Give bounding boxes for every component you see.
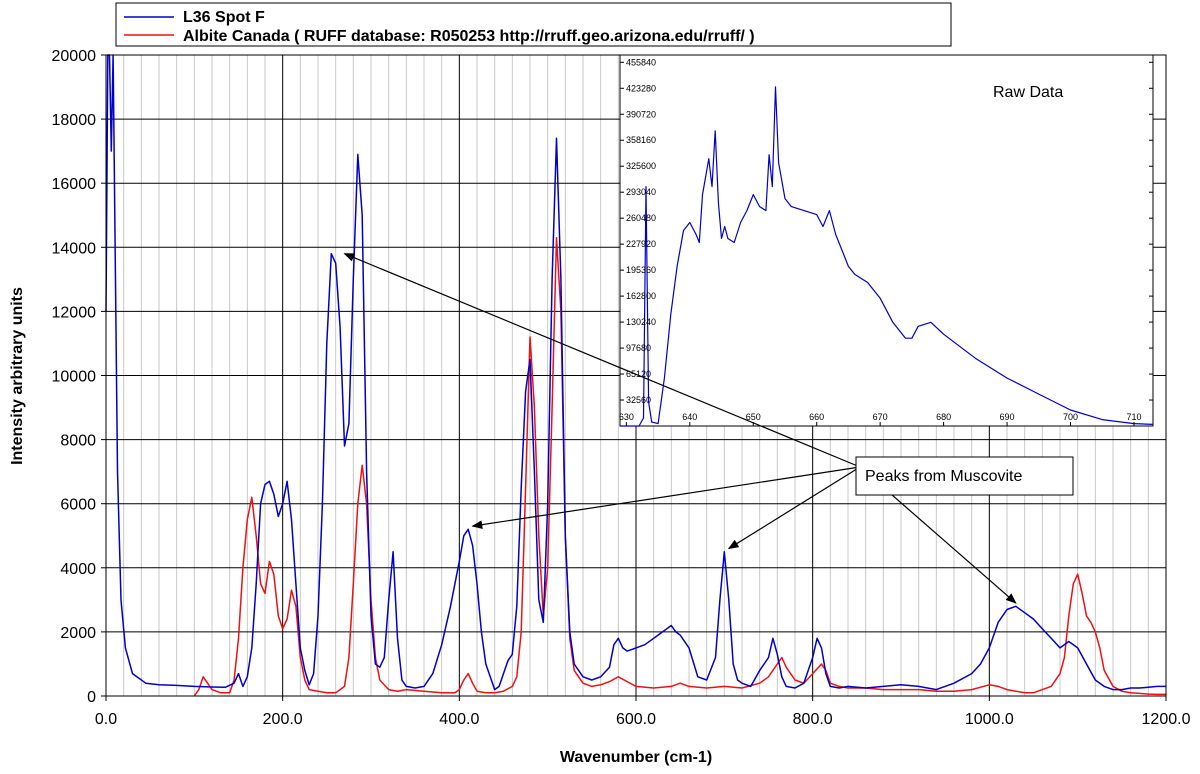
- inset-series-line: [620, 86, 1154, 427]
- legend-label-series-2: Albite Canada ( RUFF database: R050253 h…: [183, 28, 755, 45]
- x-tick-label: 200.0: [263, 711, 303, 728]
- inset-y-tick-label: 32560: [626, 395, 651, 405]
- inset-series: [620, 86, 1154, 427]
- inset-y-tick-label: 130240: [626, 317, 656, 327]
- x-tick-label: 600.0: [616, 711, 656, 728]
- legend: L36 Spot F Albite Canada ( RUFF database…: [115, 2, 952, 47]
- inset-x-tick-label: 700: [1063, 412, 1078, 422]
- inset-y-tick-label: 195360: [626, 265, 656, 275]
- main-series: [105, 54, 1166, 697]
- annotation-label: Peaks from Muscovite: [865, 468, 1022, 485]
- inset-x-tick-label: 650: [746, 412, 761, 422]
- y-tick-label: 6000: [60, 497, 96, 514]
- annotation-arrow: [343, 253, 861, 468]
- x-tick-label: 0.0: [95, 711, 117, 728]
- inset-y-axis-ticks: 32560 65120 97680 130240 162800 195360 227920 2…: [620, 57, 1153, 405]
- inset-x-axis-ticks: 630 640 650 660 670 680 690 700 710: [619, 412, 1141, 426]
- inset-x-tick-label: 710: [1126, 412, 1141, 422]
- inset-box: [619, 54, 1154, 427]
- y-tick-label: 8000: [60, 433, 96, 450]
- y-tick-label: 20000: [52, 48, 97, 65]
- x-tick-label: 400.0: [439, 711, 479, 728]
- inset-y-tick-label: 358160: [626, 135, 656, 145]
- y-axis-ticks: 0 2000 4000 6000 8000 10000 12000 14000 16000 180…: [52, 48, 106, 706]
- inset-y-tick-label: 65120: [626, 369, 651, 379]
- inset-y-tick-label: 97680: [626, 343, 651, 353]
- legend-label-series-1: L36 Spot F: [183, 9, 265, 26]
- x-axis-ticks: 0.0 200.0 400.0 600.0 800.0 1000.0 1200.0: [95, 696, 1191, 728]
- inset-x-tick-label: 640: [682, 412, 697, 422]
- x-axis-title: Wavenumber (cm-1): [560, 749, 712, 766]
- y-tick-label: 14000: [52, 240, 97, 257]
- y-tick-label: 16000: [52, 176, 97, 193]
- y-tick-label: 18000: [52, 112, 97, 129]
- inset-x-tick-label: 690: [1000, 412, 1015, 422]
- inset-x-tick-label: 630: [619, 412, 634, 422]
- inset-plot: 32560 65120 97680 130240 162800 195360 227920 2…: [619, 54, 1154, 427]
- y-tick-label: 2000: [60, 625, 96, 642]
- inset-y-tick-label: 293040: [626, 187, 656, 197]
- inset-y-tick-label: 455840: [626, 57, 656, 67]
- inset-y-tick-label: 227920: [626, 239, 656, 249]
- annotation-arrow: [727, 466, 861, 550]
- inset-x-tick-label: 660: [809, 412, 824, 422]
- inset-y-tick-label: 390720: [626, 109, 656, 119]
- y-tick-label: 0: [87, 689, 96, 706]
- annotation-box: [855, 456, 1074, 496]
- x-tick-label: 800.0: [793, 711, 833, 728]
- inset-title: Raw Data: [993, 84, 1063, 101]
- y-tick-label: 12000: [52, 304, 97, 321]
- x-tick-label: 1200.0: [1142, 711, 1191, 728]
- legend-box: [115, 2, 952, 47]
- y-tick-label: 4000: [60, 561, 96, 578]
- inset-y-tick-label: 260480: [626, 213, 656, 223]
- inset-x-tick-label: 670: [873, 412, 888, 422]
- annotation-arrow: [471, 466, 861, 529]
- inset-x-tick-label: 680: [936, 412, 951, 422]
- inset-y-tick-label: 162800: [626, 291, 656, 301]
- y-tick-label: 10000: [52, 369, 97, 386]
- inset-y-tick-label: 423280: [626, 83, 656, 93]
- series-line-l36-spot-f: [105, 54, 1166, 691]
- y-axis-title: Intensity arbitrary units: [9, 287, 26, 465]
- inset-y-tick-label: 325600: [626, 161, 656, 171]
- x-tick-label: 1000.0: [965, 711, 1014, 728]
- annotation: Peaks from Muscovite: [343, 253, 1074, 604]
